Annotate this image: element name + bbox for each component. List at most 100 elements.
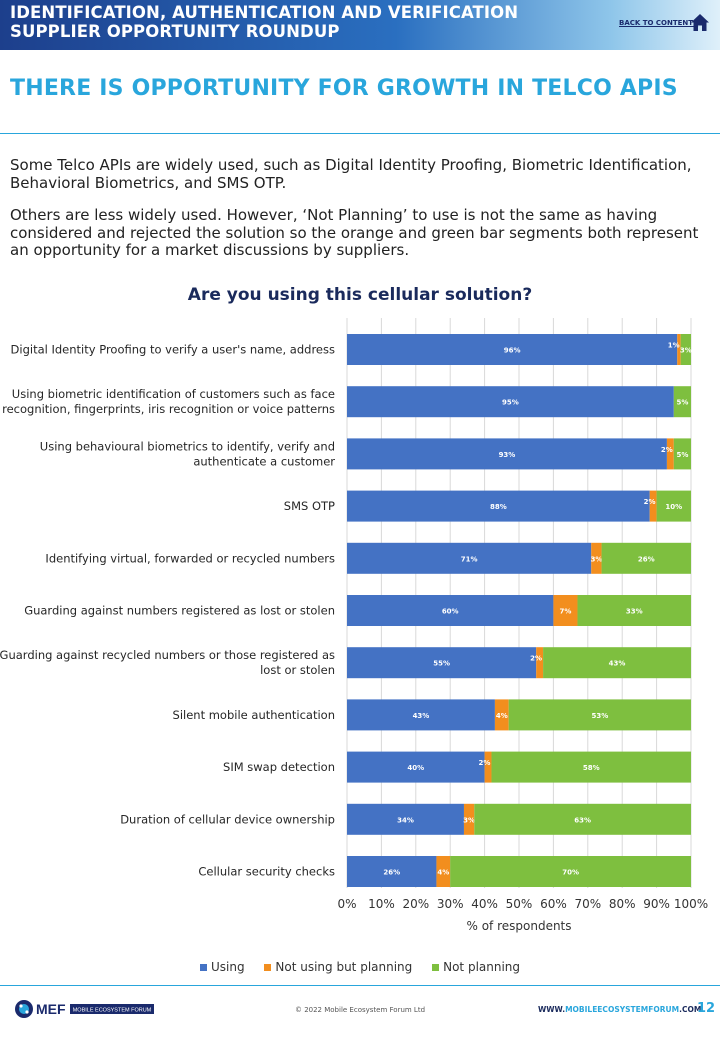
chart-title: Are you using this cellular solution? bbox=[187, 285, 533, 305]
legend-item-using: Using bbox=[199, 960, 245, 974]
data-label: 3% bbox=[590, 555, 602, 563]
back-to-contents-link[interactable]: BACK TO CONTENTS bbox=[619, 19, 699, 27]
data-label: 4% bbox=[437, 869, 449, 877]
data-label: 2% bbox=[479, 759, 491, 767]
category-label: SMS OTP bbox=[284, 499, 335, 513]
data-label: 43% bbox=[413, 712, 430, 720]
bar-segment bbox=[347, 699, 495, 731]
data-label: 58% bbox=[583, 764, 600, 772]
bar-segment bbox=[508, 699, 691, 731]
data-label: 2% bbox=[530, 655, 542, 663]
header-banner: IDENTIFICATION, AUTHENTICATION AND VERIF… bbox=[0, 0, 720, 50]
data-label: 53% bbox=[591, 712, 608, 720]
data-label: 33% bbox=[626, 608, 643, 616]
bar-segment bbox=[601, 542, 691, 574]
legend-swatch-planning bbox=[264, 964, 272, 971]
data-label: 4% bbox=[496, 712, 508, 720]
bar-segment bbox=[656, 490, 691, 522]
website-link[interactable]: WWW.MOBILEECOSYSTEMFORUM.COM bbox=[538, 1005, 701, 1014]
data-label: 55% bbox=[433, 660, 450, 668]
category-label: Guarding against numbers registered as l… bbox=[24, 604, 335, 618]
category-label: Using biometric identification of custom… bbox=[12, 387, 335, 401]
bar-segment bbox=[553, 595, 578, 626]
data-label: 71% bbox=[461, 555, 478, 563]
copyright: © 2022 Mobile Ecosystem Forum Ltd bbox=[294, 1006, 426, 1014]
intro-paragraph-1: Some Telco APIs are widely used, such as… bbox=[10, 156, 692, 192]
data-label: 95% bbox=[502, 399, 519, 407]
data-label: 7% bbox=[559, 608, 571, 616]
x-tick-label: 40% bbox=[471, 897, 498, 911]
data-label: 2% bbox=[644, 498, 656, 506]
footer-divider bbox=[0, 985, 720, 986]
legend-item-not-planning: Not planning bbox=[432, 960, 520, 974]
chart-legend: Using Not using but planning Not plannin… bbox=[0, 960, 720, 974]
data-label: 3% bbox=[463, 816, 475, 824]
category-label: recognition, fingerprints, iris recognit… bbox=[2, 402, 335, 416]
x-tick-label: 60% bbox=[540, 897, 567, 911]
website-suffix: .COM bbox=[679, 1005, 702, 1014]
data-label: 43% bbox=[609, 660, 626, 668]
x-axis-title: % of respondents bbox=[466, 919, 571, 933]
category-label: Identifying virtual, forwarded or recycl… bbox=[45, 551, 335, 565]
bar-segment bbox=[491, 751, 691, 783]
data-label: 88% bbox=[490, 503, 507, 511]
bar-segment bbox=[591, 542, 602, 574]
legend-item-planning: Not using but planning bbox=[264, 960, 412, 974]
category-label: SIM swap detection bbox=[223, 760, 335, 774]
mef-logo: MEF MOBILE ECOSYSTEM FORUM bbox=[14, 998, 164, 1024]
x-tick-label: 10% bbox=[368, 897, 395, 911]
report-title: IDENTIFICATION, AUTHENTICATION AND VERIF… bbox=[10, 3, 519, 22]
data-label: 96% bbox=[504, 347, 521, 355]
home-icon[interactable] bbox=[690, 13, 710, 32]
bar-segment bbox=[347, 856, 437, 887]
category-label: Cellular security checks bbox=[198, 865, 335, 879]
data-label: 60% bbox=[442, 608, 459, 616]
data-label: 26% bbox=[638, 555, 655, 563]
bar-segment bbox=[484, 751, 492, 783]
data-label: 10% bbox=[665, 503, 682, 511]
bar-segment bbox=[347, 803, 464, 835]
bar-segment bbox=[450, 856, 691, 887]
website-prefix: WWW. bbox=[538, 1005, 566, 1014]
category-label: Silent mobile authentication bbox=[173, 708, 335, 722]
logo-subtext: MOBILE ECOSYSTEM FORUM bbox=[73, 1008, 152, 1014]
bar-segment bbox=[577, 595, 691, 626]
data-label: 93% bbox=[499, 451, 516, 459]
bar-segment bbox=[347, 647, 537, 679]
data-label: 3% bbox=[680, 347, 692, 355]
x-tick-label: 100% bbox=[674, 897, 708, 911]
x-tick-label: 0% bbox=[337, 897, 356, 911]
bar-segment bbox=[474, 803, 691, 835]
bar-segment bbox=[347, 490, 650, 522]
x-tick-label: 30% bbox=[437, 897, 464, 911]
x-tick-label: 90% bbox=[643, 897, 670, 911]
legend-label-planning: Not using but planning bbox=[275, 960, 413, 974]
bar-segment bbox=[543, 647, 691, 679]
bar-segment bbox=[347, 386, 674, 418]
bar-segment bbox=[673, 386, 691, 418]
data-label: 70% bbox=[562, 869, 579, 877]
category-label: Guarding against recycled numbers or tho… bbox=[0, 648, 335, 662]
bar-segment bbox=[347, 542, 592, 574]
bar-segment bbox=[347, 595, 554, 626]
data-label: 2% bbox=[661, 446, 673, 454]
bar-segment bbox=[680, 334, 691, 365]
category-label: lost or stolen bbox=[260, 663, 335, 677]
legend-label-using: Using bbox=[210, 960, 245, 974]
category-label: authenticate a customer bbox=[193, 454, 335, 468]
intro-paragraph-2: Others are less widely used. However, ‘N… bbox=[10, 206, 699, 259]
category-label: Using behavioural biometrics to identify… bbox=[40, 439, 335, 453]
data-label: 40% bbox=[407, 764, 424, 772]
category-label: Digital Identity Proofing to verify a us… bbox=[11, 343, 335, 357]
data-label: 63% bbox=[574, 816, 591, 824]
bar-segment bbox=[347, 438, 667, 470]
data-label: 5% bbox=[676, 399, 688, 407]
bar-segment bbox=[677, 334, 681, 365]
bar-segment bbox=[436, 856, 451, 887]
x-tick-label: 70% bbox=[574, 897, 601, 911]
report-subtitle: SUPPLIER OPPORTUNITY ROUNDUP bbox=[10, 22, 340, 41]
legend-swatch-not-planning bbox=[432, 964, 440, 971]
bar-segment bbox=[536, 647, 544, 679]
stacked-bar-chart: 0% 10% 20% 30% 40% 50% 60% 70% 80% 90% 100% % of re… bbox=[0, 318, 708, 933]
x-tick-label: 20% bbox=[402, 897, 429, 911]
